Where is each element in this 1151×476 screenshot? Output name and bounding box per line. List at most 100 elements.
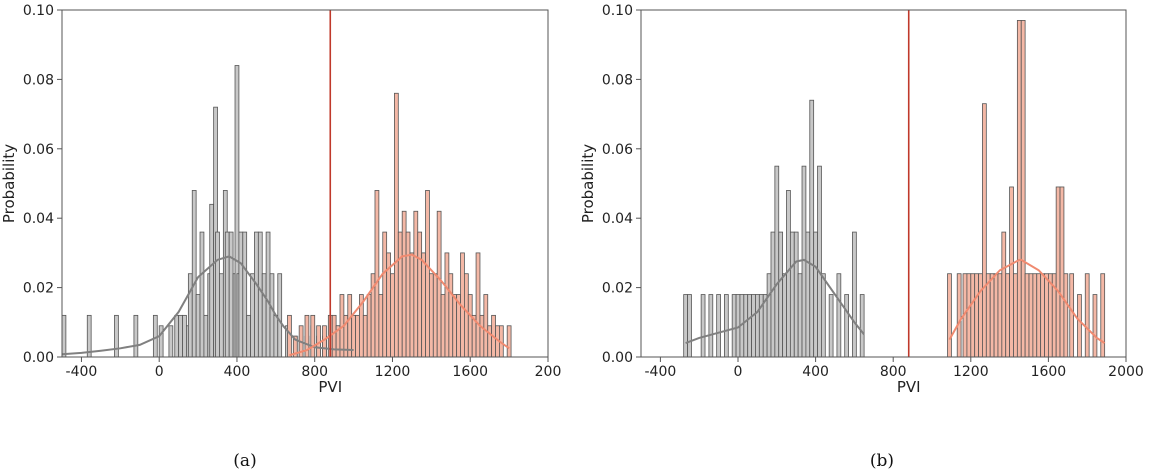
y-tick-label: 0.02 bbox=[23, 281, 54, 297]
histogram-bar bbox=[774, 165, 780, 358]
histogram-bar bbox=[168, 325, 174, 358]
histogram-bar bbox=[985, 273, 991, 358]
histogram-bar bbox=[436, 210, 442, 358]
y-tick-label: 0.02 bbox=[602, 281, 633, 297]
x-tick-label: 1200 bbox=[953, 364, 989, 380]
histogram-bar bbox=[1032, 273, 1038, 358]
histogram-bar bbox=[277, 273, 283, 358]
histogram-bar bbox=[766, 273, 772, 358]
x-tick-label: 0 bbox=[155, 364, 164, 380]
histogram-bar bbox=[1084, 273, 1090, 358]
histogram-bar bbox=[683, 294, 688, 358]
histogram-bar bbox=[209, 203, 215, 358]
histogram-bar bbox=[828, 294, 834, 358]
x-axis-label: PVI bbox=[897, 378, 921, 396]
density-curve-orange bbox=[948, 258, 1106, 344]
x-tick-label: 1600 bbox=[452, 364, 488, 380]
histogram-bar bbox=[273, 314, 279, 358]
histogram-bar bbox=[786, 190, 791, 358]
histogram-bar bbox=[1009, 186, 1014, 358]
histogram-bar bbox=[242, 231, 248, 358]
histogram-bar bbox=[1055, 186, 1061, 358]
y-tick-label: 0.08 bbox=[602, 72, 633, 88]
histogram-bar bbox=[836, 273, 842, 358]
x-tick-label: 1600 bbox=[1031, 364, 1067, 380]
histogram-bar bbox=[425, 190, 430, 358]
y-tick-label: 0.00 bbox=[602, 350, 633, 366]
x-axis-label: PVI bbox=[318, 378, 342, 396]
histogram-bar bbox=[947, 273, 952, 358]
histogram-bar bbox=[747, 294, 752, 358]
histogram-bar bbox=[440, 294, 446, 358]
histogram-bar bbox=[743, 294, 749, 358]
histogram-bar bbox=[444, 252, 450, 358]
histogram-bar bbox=[716, 294, 721, 358]
histogram-bar bbox=[724, 294, 729, 358]
panel-a: -400 0 400 800 1200 1600 200 0.00 0.02 0.04 0.06 0.… bbox=[0, 3, 561, 471]
panel-b: -400 0 400 800 1200 1600 2000 0.00 0.02 0.04 0.06 0… bbox=[579, 3, 1144, 471]
histogram-bar bbox=[852, 231, 857, 358]
histogram-bar bbox=[382, 231, 388, 358]
y-tick-label: 0.10 bbox=[23, 3, 54, 19]
histogram-bar bbox=[1020, 20, 1026, 358]
histogram-bar bbox=[362, 314, 368, 358]
histogram-bar bbox=[982, 103, 987, 358]
histogram-bar bbox=[956, 273, 962, 358]
y-axis-label: Probability bbox=[579, 144, 597, 223]
histogram-bar bbox=[448, 273, 454, 358]
histogram-bar bbox=[390, 273, 395, 358]
panel-caption: (a) bbox=[233, 451, 256, 471]
y-tick-label: 0.04 bbox=[23, 211, 54, 227]
histogram-bar bbox=[464, 273, 469, 358]
x-tick-label: -400 bbox=[645, 364, 677, 380]
histogram-bar bbox=[708, 294, 714, 358]
histogram-bar bbox=[1048, 273, 1053, 358]
x-tick-label: 0 bbox=[734, 364, 743, 380]
x-tick-label: 200 bbox=[535, 364, 562, 380]
histogram-bar bbox=[475, 252, 481, 358]
histogram-bar bbox=[215, 231, 220, 358]
histogram-bar bbox=[152, 314, 158, 358]
histogram-bar bbox=[238, 231, 244, 358]
histogram-bar bbox=[1005, 273, 1010, 358]
histogram-bar bbox=[782, 273, 787, 358]
histogram-bar bbox=[187, 273, 193, 358]
histogram-bar bbox=[1016, 20, 1022, 358]
histogram-bar bbox=[978, 273, 983, 358]
histogram-bar bbox=[394, 92, 399, 358]
y-tick-label: 0.04 bbox=[602, 211, 633, 227]
histogram-bar bbox=[417, 231, 423, 358]
x-tick-label: -400 bbox=[66, 364, 98, 380]
histogram-bar bbox=[86, 314, 92, 358]
y-tick-label: 0.06 bbox=[602, 142, 633, 158]
x-tick-label: 800 bbox=[880, 364, 907, 380]
histogram-bar bbox=[797, 273, 803, 358]
density-curve-gray bbox=[685, 258, 865, 345]
histogram-bar bbox=[778, 231, 784, 358]
histogram-bar bbox=[813, 231, 818, 358]
histogram-bar bbox=[821, 273, 826, 358]
plot-frame bbox=[61, 9, 549, 358]
histogram-bar bbox=[1069, 273, 1075, 358]
x-tick-label: 800 bbox=[301, 364, 328, 380]
histogram-bar bbox=[974, 273, 979, 358]
histogram-bar bbox=[254, 231, 259, 358]
histogram-bar bbox=[133, 314, 139, 358]
histogram-bar bbox=[378, 294, 384, 358]
histogram-bar bbox=[174, 314, 180, 358]
histogram-bar bbox=[789, 231, 795, 358]
histogram-bar bbox=[265, 231, 271, 358]
density-curve-gray bbox=[61, 255, 354, 356]
histogram-bar bbox=[687, 294, 692, 358]
histogram-bar bbox=[997, 273, 1003, 358]
y-axis-label: Probability bbox=[0, 144, 18, 223]
histogram-bar bbox=[347, 294, 353, 358]
histogram-bar bbox=[269, 273, 275, 358]
y-tick-label: 0.10 bbox=[602, 3, 633, 19]
histogram-bar bbox=[1036, 273, 1042, 358]
histogram-bar bbox=[432, 273, 438, 358]
histogram-bar bbox=[1001, 231, 1007, 358]
density-curve-orange bbox=[289, 253, 510, 357]
histogram-bar bbox=[1059, 186, 1065, 358]
y-tick-label: 0.00 bbox=[23, 350, 54, 366]
